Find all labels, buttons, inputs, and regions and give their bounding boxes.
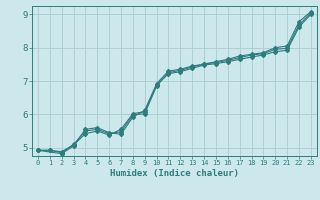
X-axis label: Humidex (Indice chaleur): Humidex (Indice chaleur): [110, 169, 239, 178]
